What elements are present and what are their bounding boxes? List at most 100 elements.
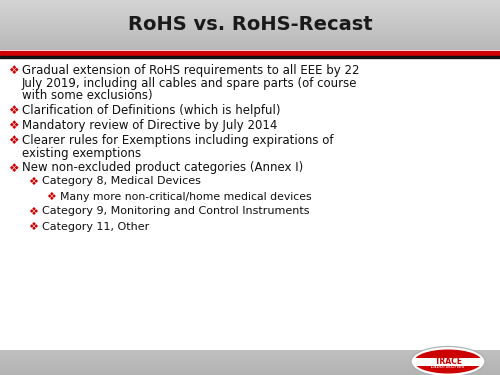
Bar [0,20,500,21]
Text: RoHS vs. RoHS-Recast: RoHS vs. RoHS-Recast [128,15,372,34]
Bar [0,38,500,39]
Bar [0,14,500,15]
Bar [0,8,500,9]
Bar [0,35,500,36]
Bar [0,369,500,370]
Text: Clearer rules for Exemptions including expirations of: Clearer rules for Exemptions including e… [22,134,334,147]
Bar [0,44,500,45]
Text: ❖: ❖ [8,64,18,77]
Bar [0,26,500,27]
Bar [0,33,500,34]
Bar [0,19,500,20]
Text: TRACE: TRACE [435,357,463,366]
Bar [0,1,500,2]
Bar [0,13,500,14]
Bar [0,372,500,373]
Bar [0,22,500,23]
Bar [0,27,500,28]
Bar [414,357,482,366]
Bar [0,371,500,372]
Text: ❖: ❖ [28,222,38,231]
Bar [0,40,500,41]
Bar [0,45,500,46]
Text: July 2019, including all cables and spare parts (of course: July 2019, including all cables and spar… [22,76,357,90]
Text: Category 11, Other: Category 11, Other [42,222,149,231]
Text: ❖: ❖ [8,119,18,132]
Bar [0,374,500,375]
Bar [0,39,500,40]
Bar [0,37,500,38]
Text: Mandatory review of Directive by July 2014: Mandatory review of Directive by July 20… [22,119,278,132]
Bar [0,46,500,48]
Bar [0,29,500,30]
Bar [0,21,500,22]
Text: Gradual extension of RoHS requirements to all EEE by 22: Gradual extension of RoHS requirements t… [22,64,359,77]
Bar [0,12,500,13]
Bar [0,34,500,35]
Text: ❖: ❖ [8,104,18,117]
Bar [0,368,500,369]
Text: ❖: ❖ [46,192,56,201]
Bar [0,0,500,1]
Text: Category 8, Medical Devices: Category 8, Medical Devices [42,177,201,186]
Bar [0,365,500,366]
Bar [0,359,500,360]
Bar [0,354,500,355]
Bar [0,357,500,358]
Bar [0,48,500,49]
Bar [0,41,500,42]
Bar [0,11,500,12]
Bar [0,16,500,18]
Text: ❖: ❖ [8,134,18,147]
Text: ❖: ❖ [8,162,18,174]
Bar [0,366,500,367]
Bar [0,30,500,31]
Bar [0,350,500,351]
Text: Laboratories: Laboratories [431,364,465,369]
Ellipse shape [414,350,482,374]
Bar [0,370,500,371]
Bar [0,32,500,33]
Bar [0,31,500,32]
Bar [0,356,500,357]
Bar [0,10,500,11]
Text: Category 9, Monitoring and Control Instruments: Category 9, Monitoring and Control Instr… [42,207,310,216]
Bar [0,5,500,6]
Bar [0,49,500,50]
Bar [0,28,500,29]
Bar [0,7,500,8]
Bar [0,36,500,37]
Bar [0,9,500,10]
Bar [0,2,500,3]
Bar [0,373,500,374]
Text: ❖: ❖ [28,177,38,186]
Bar [0,50,500,350]
Text: ❖: ❖ [28,207,38,216]
Bar [0,3,500,4]
Bar [0,364,500,365]
Bar [0,24,500,25]
Bar [0,352,500,353]
Bar [0,362,500,363]
Bar [0,18,500,19]
Bar [0,15,500,16]
Bar [0,355,500,356]
Text: Clarification of Definitions (which is helpful): Clarification of Definitions (which is h… [22,104,280,117]
Text: with some exclusions): with some exclusions) [22,89,152,102]
Bar [0,361,500,362]
Text: New non-excluded product categories (Annex I): New non-excluded product categories (Ann… [22,162,303,174]
Bar [0,6,500,7]
Bar [0,367,500,368]
Bar [0,358,500,359]
Text: existing exemptions: existing exemptions [22,147,141,159]
Bar [0,25,500,26]
Text: Many more non-critical/home medical devices: Many more non-critical/home medical devi… [60,192,312,201]
Bar [0,360,500,361]
Ellipse shape [411,346,485,375]
Bar [0,351,500,352]
Bar [0,4,500,5]
Bar [0,353,500,354]
Bar [0,23,500,24]
Bar [0,363,500,364]
Bar [0,42,500,44]
